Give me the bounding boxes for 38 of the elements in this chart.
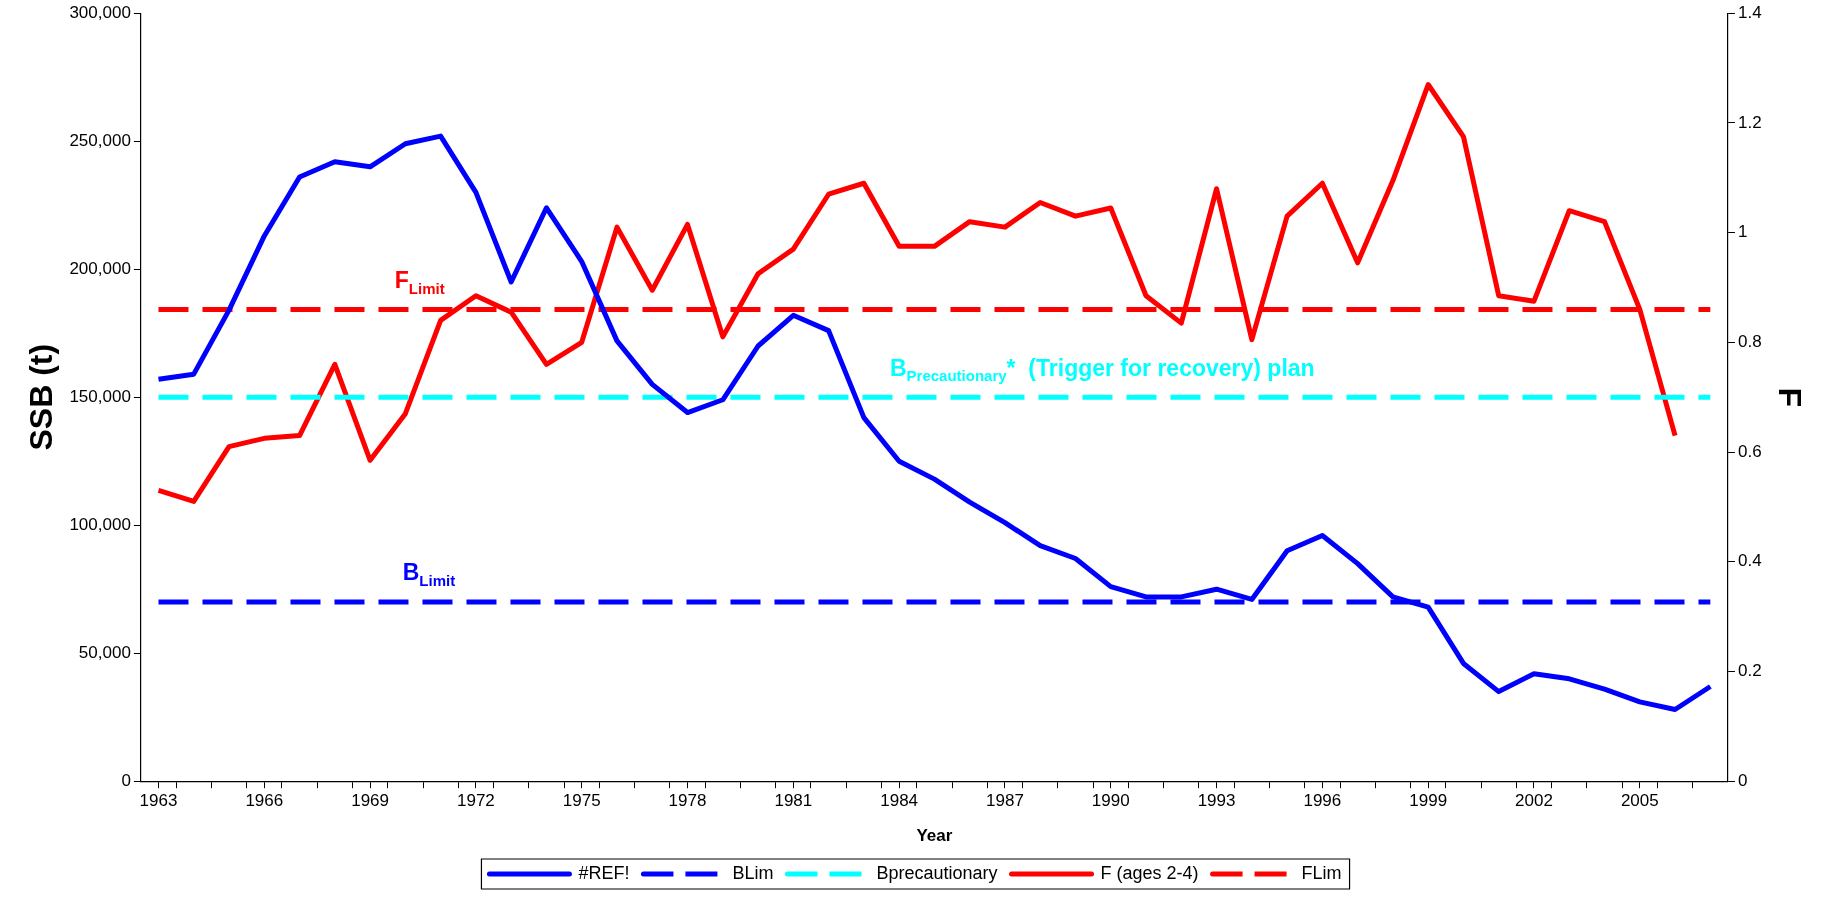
x-tick-label: 1966: [245, 791, 284, 811]
y2-tick-label: 0.2: [1737, 661, 1762, 681]
y2-tick-label: 0.4: [1737, 551, 1762, 571]
y2-tick-label: 1: [1737, 222, 1748, 242]
y-tick-label: 100,000: [69, 514, 131, 534]
y-tick-label: 150,000: [69, 386, 131, 406]
y-tick-label: 200,000: [69, 258, 131, 278]
x-tick-label: 1987: [986, 791, 1024, 811]
x-tick-label: 1990: [1091, 791, 1130, 811]
y-tick-label: 300,000: [69, 2, 131, 22]
x-axis-title: Year: [916, 826, 953, 846]
legend-label: BLim: [732, 862, 774, 883]
legend-label: Bprecautionary: [876, 862, 998, 883]
x-tick-label: 2002: [1515, 791, 1553, 811]
y2-axis-title: F: [1771, 387, 1808, 407]
y-axis-title: SSB (t): [23, 343, 60, 451]
legend-label: #REF!: [578, 862, 630, 883]
y2-tick-label: 0: [1737, 770, 1748, 790]
x-tick-label: 1999: [1409, 791, 1448, 811]
x-tick-label: 1969: [351, 791, 390, 811]
y-tick-label: 0: [121, 770, 131, 790]
y2-tick-label: 0.8: [1737, 332, 1762, 352]
x-tick-label: 1981: [774, 791, 813, 811]
x-tick-label: 1978: [668, 791, 707, 811]
x-tick-label: 1975: [562, 791, 601, 811]
y2-tick-label: 1.2: [1737, 112, 1762, 132]
x-tick-label: 1972: [456, 791, 495, 811]
y-tick-label: 50,000: [78, 642, 131, 662]
y2-tick-label: 1.4: [1737, 2, 1762, 22]
x-tick-label: 1993: [1197, 791, 1236, 811]
x-tick-label: 2005: [1620, 791, 1659, 811]
x-tick-label: 1963: [139, 791, 178, 811]
y2-tick-label: 0.6: [1737, 441, 1762, 461]
legend-label: F (ages 2-4): [1100, 862, 1199, 883]
y-tick-label: 250,000: [69, 130, 131, 150]
legend-label: FLim: [1301, 862, 1342, 883]
x-tick-label: 1984: [880, 791, 919, 811]
x-tick-label: 1996: [1303, 791, 1342, 811]
